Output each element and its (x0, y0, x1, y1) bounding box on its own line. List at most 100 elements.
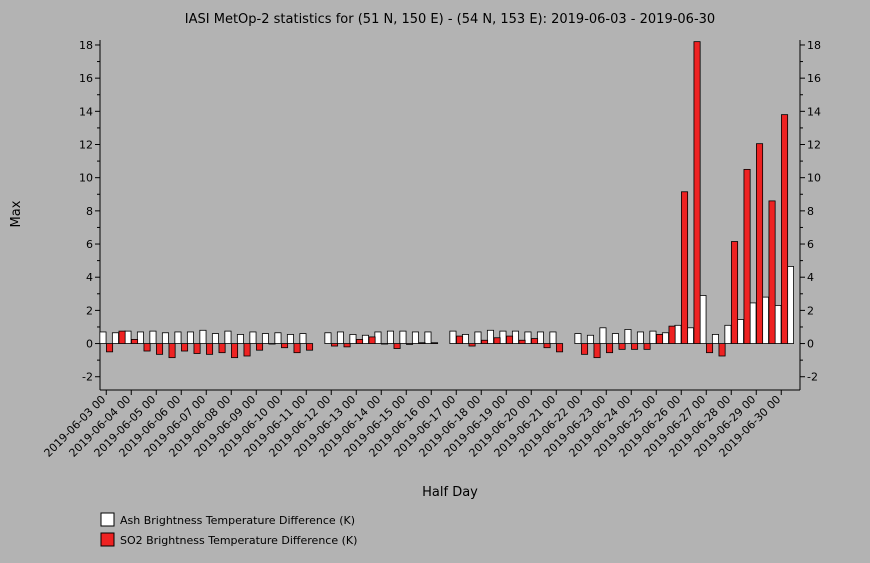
ash-bar (186, 331, 194, 344)
ash-bar (736, 319, 744, 344)
so2-bar (393, 343, 401, 349)
so2-bar (631, 343, 639, 350)
y-tick-label-right: 2 (807, 304, 814, 317)
ash-bar (661, 332, 669, 344)
ash-bar (174, 331, 182, 344)
ash-bar (99, 331, 107, 344)
ash-bar (511, 330, 519, 344)
ash-bar (624, 329, 632, 344)
ash-bar (261, 333, 269, 344)
ash-bar (549, 331, 557, 344)
ash-bar (636, 331, 644, 344)
so2-bar (118, 330, 126, 344)
so2-bar (106, 343, 114, 353)
so2-bar (743, 168, 751, 344)
y-tick-label-left: 12 (79, 139, 93, 152)
y-tick-label-right: -2 (807, 371, 818, 384)
y-tick-label-right: 8 (807, 205, 814, 218)
y-tick-label-right: 14 (807, 105, 821, 118)
so2-bar (331, 343, 339, 347)
so2-bar (381, 343, 389, 345)
ash-bar (424, 331, 432, 344)
legend-label-so2: SO2 Brightness Temperature Difference (K… (120, 534, 357, 547)
ash-bar (524, 331, 532, 344)
ash-bar (586, 334, 594, 344)
ash-bar (349, 334, 357, 344)
legend-item-ash: Ash Brightness Temperature Difference (K… (100, 512, 355, 527)
so2-bar (681, 191, 689, 344)
so2-bar (668, 325, 676, 344)
so2-bar (593, 343, 601, 359)
so2-bar (656, 334, 664, 344)
so2-bar (718, 343, 726, 357)
y-tick-label-left: 6 (86, 238, 93, 251)
y-tick-label-left: 0 (86, 338, 93, 351)
y-axis-label: Max (9, 200, 24, 227)
so2-bar (693, 41, 701, 344)
ash-bar (749, 302, 757, 344)
ash-bar (374, 331, 382, 344)
ash-bar (724, 324, 732, 344)
so2-bar (181, 343, 189, 352)
so2-bar (556, 343, 564, 353)
y-tick-label-left: 18 (79, 39, 93, 52)
so2-bar (356, 339, 364, 344)
ash-bar (449, 330, 457, 344)
ash-bar (324, 332, 332, 344)
ash-bar (474, 331, 482, 344)
so2-bar (581, 343, 589, 355)
so2-bar (368, 336, 376, 344)
so2-bar (506, 335, 514, 344)
chart-title: IASI MetOp-2 statistics for (51 N, 150 E… (185, 12, 715, 27)
legend: Ash Brightness Temperature Difference (K… (100, 512, 357, 547)
legend-swatch-ash (100, 512, 115, 527)
so2-bar (481, 339, 489, 344)
legend-item-so2: SO2 Brightness Temperature Difference (K… (100, 532, 357, 547)
y-tick-label-right: 16 (807, 72, 821, 85)
ash-bar (411, 331, 419, 344)
so2-bar (543, 343, 551, 349)
so2-bar (493, 337, 501, 344)
legend-label-ash: Ash Brightness Temperature Difference (K… (120, 514, 355, 527)
ash-bar (161, 332, 169, 344)
so2-bar (606, 343, 614, 354)
so2-bar (731, 241, 739, 344)
so2-bar (756, 143, 764, 344)
so2-bar (531, 338, 539, 344)
ash-bar (686, 327, 694, 344)
ash-bar (774, 305, 782, 344)
so2-bar (781, 114, 789, 344)
so2-bar (468, 343, 476, 347)
y-tick-label-right: 10 (807, 172, 821, 185)
ash-bar (599, 327, 607, 344)
ash-bar (536, 331, 544, 344)
ash-bar (286, 334, 294, 344)
y-tick-label-right: 6 (807, 238, 814, 251)
ash-bar (611, 333, 619, 344)
ash-bar (761, 296, 769, 344)
ash-bar (461, 334, 469, 344)
legend-swatch-so2 (100, 532, 115, 547)
so2-bar (518, 339, 526, 344)
so2-bar (231, 343, 239, 359)
y-tick-label-right: 4 (807, 271, 814, 284)
x-axis-label: Half Day (422, 485, 478, 500)
ash-bar (711, 334, 719, 344)
ash-bar (699, 295, 707, 344)
ash-bar (111, 332, 119, 344)
ash-bar (361, 334, 369, 344)
ash-bar (574, 333, 582, 344)
ash-bar (249, 331, 257, 344)
ash-bar (199, 329, 207, 344)
ash-bar (399, 330, 407, 344)
y-tick-label-left: 4 (86, 271, 93, 284)
y-tick-label-left: 14 (79, 105, 93, 118)
y-tick-label-right: 12 (807, 139, 821, 152)
so2-bar (206, 343, 214, 355)
ash-bar (136, 331, 144, 344)
so2-bar (406, 343, 414, 345)
so2-bar (218, 343, 226, 354)
so2-bar (343, 343, 351, 348)
